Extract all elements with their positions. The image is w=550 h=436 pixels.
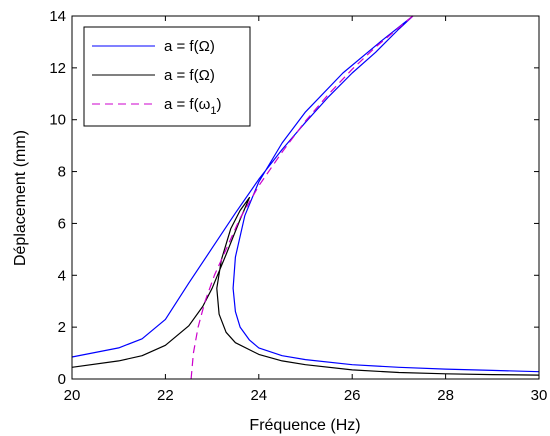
- legend-label-series-3-close: ): [216, 96, 221, 113]
- x-tick-label: 20: [64, 387, 81, 404]
- series-group: [71, 15, 540, 380]
- legend-label-series-3-subscript: 1: [210, 105, 216, 117]
- x-axis-label: Fréquence (Hz): [249, 417, 360, 434]
- y-tick-label: 8: [58, 164, 66, 181]
- legend-label-series-3-main: a = f(ω: [164, 96, 211, 113]
- y-tick-label: 0: [58, 371, 66, 388]
- x-tick-label: 22: [157, 387, 174, 404]
- x-tick-label: 24: [250, 387, 267, 404]
- y-tick-label: 2: [58, 319, 66, 336]
- y-tick-label: 4: [58, 267, 66, 284]
- y-tick-label: 10: [49, 112, 66, 129]
- legend-label-series-2: a = f(Ω): [164, 67, 215, 84]
- plot-frame: [71, 15, 540, 380]
- legend: a = f(Ω) a = f(Ω) a = f(ω1): [83, 26, 251, 127]
- y-tick-label: 14: [49, 8, 66, 25]
- x-tick-label: 30: [531, 387, 548, 404]
- legend-label-series-1: a = f(Ω): [164, 38, 215, 55]
- y-tick-label: 12: [49, 60, 66, 77]
- series-line-1: [71, 15, 540, 373]
- y-axis-label: Déplacement (mm): [12, 130, 29, 266]
- x-tick-label: 28: [437, 387, 454, 404]
- legend-box: [83, 26, 251, 127]
- legend-label-series-3: a = f(ω1): [164, 96, 221, 117]
- x-tick-label: 26: [344, 387, 361, 404]
- series-line-3: [190, 15, 414, 380]
- y-tick-label: 6: [58, 215, 66, 232]
